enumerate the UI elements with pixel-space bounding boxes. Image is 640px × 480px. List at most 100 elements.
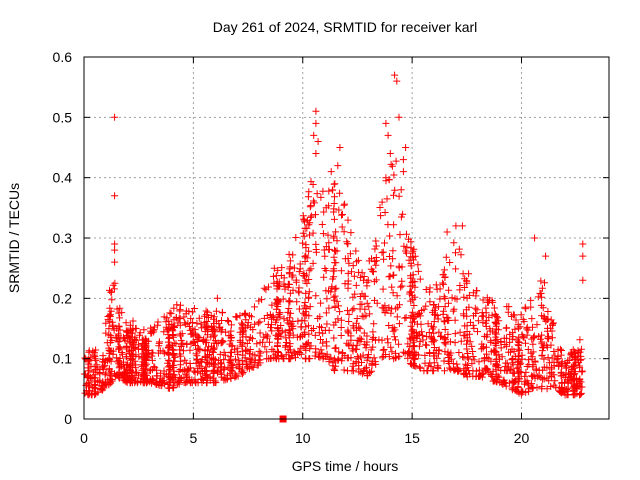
data-point <box>523 323 531 331</box>
y-axis-label: SRMTID / TECUs <box>6 183 22 293</box>
data-point <box>160 328 168 336</box>
data-point <box>451 316 459 324</box>
data-point <box>100 382 108 390</box>
data-point <box>91 349 98 357</box>
data-point <box>441 295 449 302</box>
data-point <box>410 313 418 321</box>
data-point <box>368 335 376 343</box>
data-point <box>299 229 307 237</box>
data-point <box>389 327 397 335</box>
data-point <box>372 242 380 250</box>
data-point <box>292 276 300 284</box>
data-point <box>181 356 189 364</box>
data-point <box>360 292 368 300</box>
data-point <box>515 353 523 360</box>
data-point <box>493 351 501 359</box>
data-point <box>131 344 139 352</box>
data-point <box>363 341 371 349</box>
data-point <box>212 307 220 315</box>
data-point <box>416 363 424 371</box>
data-point <box>353 315 361 322</box>
data-point <box>305 312 313 320</box>
x-tick-label: 0 <box>80 430 88 446</box>
data-point <box>406 334 414 342</box>
data-point <box>538 340 546 348</box>
data-point <box>544 334 552 342</box>
data-point <box>268 345 276 353</box>
data-point <box>378 353 386 361</box>
data-point <box>260 284 268 292</box>
data-point <box>395 320 403 328</box>
data-point <box>390 355 398 363</box>
data-point <box>331 180 339 188</box>
data-point <box>468 360 476 368</box>
data-point <box>554 346 562 354</box>
data-point <box>181 319 189 327</box>
data-point <box>387 262 395 270</box>
data-point <box>418 328 426 336</box>
data-point <box>363 356 371 364</box>
data-point <box>550 348 558 355</box>
data-point <box>305 355 313 363</box>
data-point <box>409 338 417 346</box>
data-point <box>350 324 358 332</box>
data-point <box>247 358 254 366</box>
data-point <box>169 371 177 379</box>
data-point <box>160 313 168 321</box>
data-point <box>105 369 113 377</box>
data-point <box>216 350 224 358</box>
data-point <box>96 369 104 376</box>
data-point <box>388 283 396 291</box>
data-point <box>410 352 417 360</box>
data-point <box>539 375 547 383</box>
data-point <box>337 324 345 331</box>
data-point <box>387 309 395 317</box>
data-point <box>456 328 464 336</box>
data-point <box>157 379 165 386</box>
data-point <box>332 318 340 326</box>
data-point <box>390 324 398 332</box>
data-point <box>576 364 584 372</box>
data-point <box>228 342 236 350</box>
data-point <box>561 379 568 387</box>
data-point <box>562 370 570 378</box>
data-point <box>218 363 226 371</box>
data-point <box>430 359 438 367</box>
chart-title: Day 261 of 2024, SRMTID for receiver kar… <box>213 19 478 35</box>
data-point <box>321 265 329 272</box>
data-point <box>194 379 202 387</box>
data-point <box>388 162 396 170</box>
data-point <box>442 253 450 261</box>
data-point <box>356 334 364 342</box>
data-point <box>232 355 239 363</box>
data-point <box>363 299 371 307</box>
data-point <box>344 280 352 288</box>
data-point <box>371 358 379 366</box>
data-point <box>254 319 262 327</box>
data-point <box>126 321 134 329</box>
data-point <box>365 303 373 311</box>
data-point <box>209 362 217 370</box>
data-point <box>390 191 397 199</box>
data-point <box>193 319 201 327</box>
data-point <box>251 320 259 328</box>
data-point <box>98 358 106 366</box>
data-point <box>243 340 251 347</box>
data-point <box>344 216 352 224</box>
data-point <box>356 274 364 282</box>
data-point <box>85 347 93 355</box>
data-point <box>561 374 569 382</box>
data-point <box>416 364 424 372</box>
data-point <box>261 343 269 351</box>
data-point <box>302 289 310 297</box>
data-point <box>527 296 535 304</box>
data-point <box>296 349 304 356</box>
data-point <box>260 314 268 322</box>
data-point <box>204 308 211 316</box>
data-point <box>175 380 183 388</box>
data-point <box>338 357 346 365</box>
data-point <box>322 309 330 317</box>
data-point <box>107 307 115 315</box>
data-point <box>557 360 565 368</box>
data-point <box>400 242 408 250</box>
